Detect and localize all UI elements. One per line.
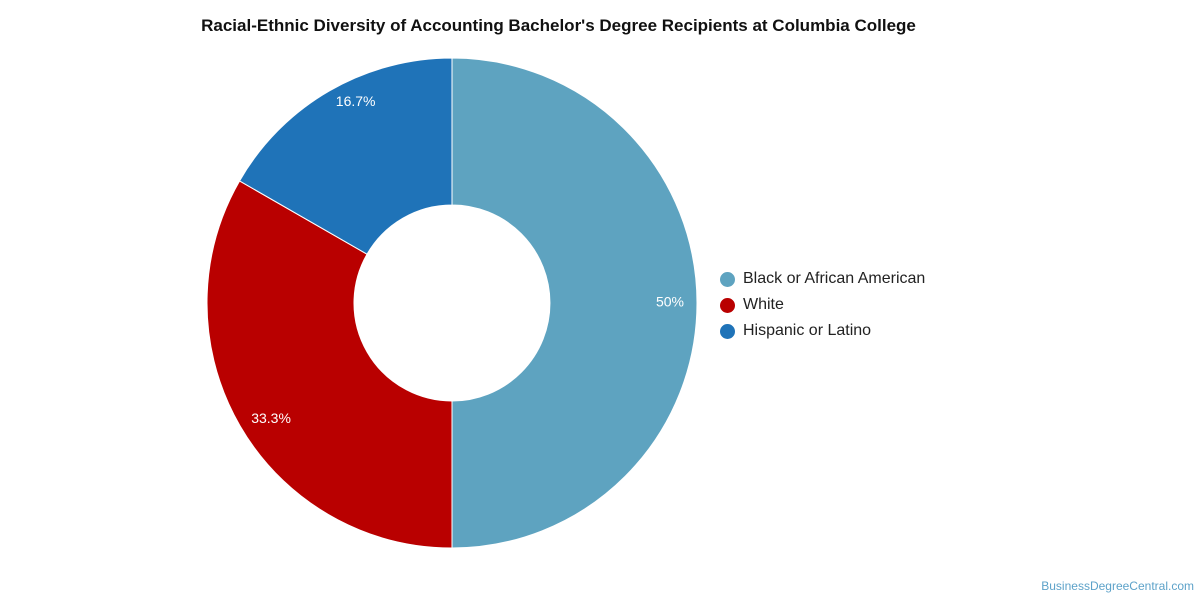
legend-item-white[interactable]: White xyxy=(720,292,925,318)
legend: Black or African American White Hispanic o… xyxy=(720,266,925,344)
legend-swatch xyxy=(720,323,735,339)
legend-label: Hispanic or Latino xyxy=(743,322,872,339)
slice-label-black-or-african-american: 50% xyxy=(656,294,684,310)
legend-item-black-or-african-american[interactable]: Black or African American xyxy=(720,266,925,292)
legend-swatch xyxy=(720,297,735,313)
donut-slices xyxy=(206,57,698,549)
chart-title: Racial-Ethnic Diversity of Accounting Ba… xyxy=(201,16,916,35)
slice-label-white: 33.3% xyxy=(251,410,291,426)
legend-label: White xyxy=(743,296,784,313)
legend-label: Black or African American xyxy=(743,270,926,287)
legend-item-hispanic-or-latino[interactable]: Hispanic or Latino xyxy=(720,318,925,344)
legend-swatch xyxy=(720,271,735,287)
watermark: BusinessDegreeCentral.com xyxy=(1041,579,1194,593)
slice-white xyxy=(206,180,453,549)
donut-slice-labels: 50% 33.3% 16.7% xyxy=(251,93,684,426)
slice-label-hispanic-or-latino: 16.7% xyxy=(336,93,376,109)
slice-hispanic-or-latino xyxy=(238,57,453,255)
slice-black-or-african-american xyxy=(451,57,698,549)
